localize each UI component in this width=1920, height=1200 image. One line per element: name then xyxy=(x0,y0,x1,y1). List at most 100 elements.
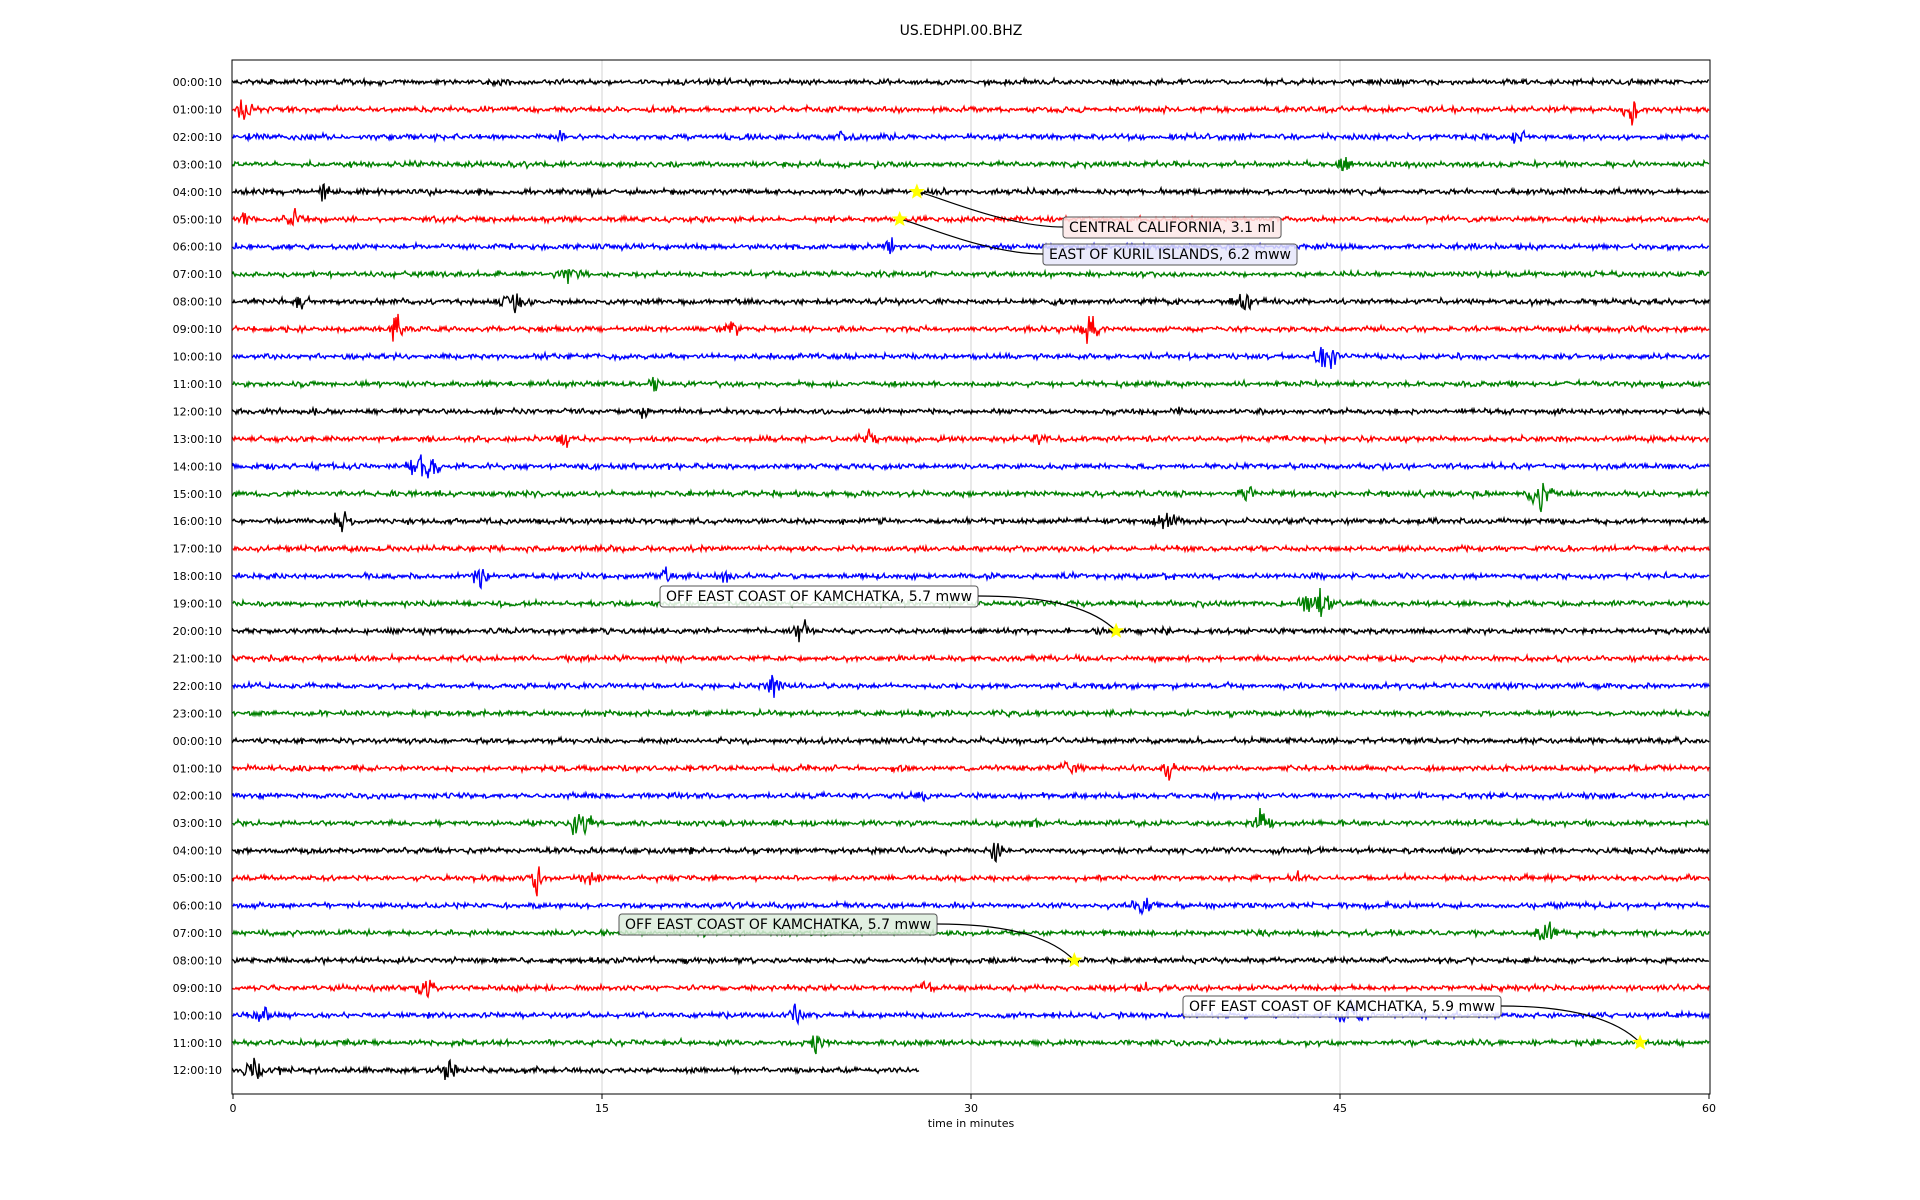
hour-label: 10:00:10 xyxy=(173,351,222,364)
event-connector xyxy=(1501,1005,1641,1044)
seismic-trace xyxy=(232,759,1710,781)
hour-label: 07:00:10 xyxy=(173,268,222,281)
seismic-trace xyxy=(232,182,1710,202)
hour-label: 03:00:10 xyxy=(173,158,222,171)
hour-label: 18:00:10 xyxy=(173,570,222,583)
hour-label: 13:00:10 xyxy=(173,433,222,446)
hour-label: 05:00:10 xyxy=(173,213,222,226)
seismic-trace xyxy=(232,921,1710,941)
seismic-trace xyxy=(232,482,1710,513)
x-tick-label: 45 xyxy=(1333,1102,1347,1115)
seismic-trace xyxy=(232,346,1710,369)
seismic-trace xyxy=(232,268,1710,284)
hour-label: 09:00:10 xyxy=(173,982,222,995)
hour-label: 17:00:10 xyxy=(173,543,222,556)
seismic-trace xyxy=(232,129,1710,144)
hour-label: 00:00:10 xyxy=(173,76,222,89)
seismic-trace xyxy=(232,954,1710,967)
hour-label: 06:00:10 xyxy=(173,900,222,913)
event-label: OFF EAST COAST OF KAMCHATKA, 5.7 mww xyxy=(625,917,931,933)
event-connector xyxy=(899,218,1044,255)
event-annotation: OFF EAST COAST OF KAMCHATKA, 5.7 mww xyxy=(659,585,1125,638)
seismic-trace xyxy=(232,293,1710,314)
seismic-trace xyxy=(232,428,1710,448)
seismic-trace xyxy=(232,157,1710,172)
hour-label: 04:00:10 xyxy=(173,186,222,199)
hour-label: 10:00:10 xyxy=(173,1009,222,1022)
hour-label: 03:00:10 xyxy=(173,817,222,830)
seismic-trace xyxy=(232,652,1710,665)
seismic-trace xyxy=(232,1035,1710,1055)
event-star-marker xyxy=(908,183,925,199)
event-label: EAST OF KURIL ISLANDS, 6.2 mww xyxy=(1049,247,1291,263)
seismic-trace xyxy=(232,808,1709,837)
event-label: CENTRAL CALIFORNIA, 3.1 ml xyxy=(1069,220,1275,236)
event-annotations: CENTRAL CALIFORNIA, 3.1 ml EAST OF KURIL … xyxy=(618,183,1649,1050)
seismic-trace xyxy=(232,979,1710,999)
x-tick-label: 30 xyxy=(964,1102,978,1115)
hour-labels: 00:00:10 01:00:10 02:00:10 03:00:10 04:00:10… xyxy=(173,76,222,1077)
hour-label: 23:00:10 xyxy=(173,707,222,720)
hour-label: 11:00:10 xyxy=(173,378,222,391)
hour-label: 08:00:10 xyxy=(173,296,222,309)
event-star-marker xyxy=(1066,951,1083,968)
x-axis-label: time in minutes xyxy=(928,1117,1015,1130)
event-label: OFF EAST COAST OF KAMCHATKA, 5.7 mww xyxy=(666,589,972,605)
seismic-trace xyxy=(232,566,1710,590)
seismic-trace xyxy=(232,734,1710,748)
x-tick-label: 15 xyxy=(595,1102,609,1115)
hour-label: 20:00:10 xyxy=(173,625,222,638)
hour-label: 07:00:10 xyxy=(173,927,222,940)
seismic-trace xyxy=(232,842,1710,864)
hour-label: 16:00:10 xyxy=(173,515,222,528)
x-axis-ticks: 0 15 30 45 60 xyxy=(230,1094,1716,1115)
hour-label: 11:00:10 xyxy=(173,1037,222,1050)
seismic-trace xyxy=(232,707,1710,720)
hour-label: 09:00:10 xyxy=(173,323,222,336)
seismic-trace xyxy=(232,897,1710,916)
seismic-trace xyxy=(232,674,1710,698)
event-star-marker xyxy=(1108,622,1125,638)
hour-label: 19:00:10 xyxy=(173,598,222,611)
event-star-marker xyxy=(1632,1034,1649,1050)
hour-label: 22:00:10 xyxy=(173,680,222,693)
hour-label: 02:00:10 xyxy=(173,131,222,144)
seismic-trace xyxy=(232,789,1710,803)
hour-label: 04:00:10 xyxy=(173,845,222,858)
seismic-trace xyxy=(232,405,1710,420)
x-tick-label: 60 xyxy=(1702,1102,1716,1115)
x-tick-label: 0 xyxy=(230,1102,237,1115)
hour-label: 14:00:10 xyxy=(173,460,222,473)
seismic-trace xyxy=(232,511,1710,533)
chart-title: US.EDHPI.00.BHZ xyxy=(900,23,1023,39)
event-label: OFF EAST COAST OF KAMCHATKA, 5.9 mww xyxy=(1189,999,1495,1015)
hour-label: 02:00:10 xyxy=(173,790,222,803)
hour-label: 01:00:10 xyxy=(173,103,222,116)
hour-label: 15:00:10 xyxy=(173,488,222,501)
event-connector xyxy=(978,595,1117,632)
seismic-trace xyxy=(232,376,1710,392)
hour-label: 06:00:10 xyxy=(173,241,222,254)
seismic-trace xyxy=(232,619,1710,643)
seismic-trace xyxy=(232,313,1710,344)
hour-label: 00:00:10 xyxy=(173,735,222,748)
seismic-trace xyxy=(232,99,1710,126)
event-annotation: OFF EAST COAST OF KAMCHATKA, 5.7 mww xyxy=(618,913,1083,968)
event-connector xyxy=(937,923,1075,961)
seismic-trace xyxy=(232,454,1710,479)
hour-label: 12:00:10 xyxy=(173,1064,222,1077)
seismic-trace xyxy=(232,1057,920,1080)
hour-label: 01:00:10 xyxy=(173,762,222,775)
seismic-trace xyxy=(232,76,1710,89)
event-annotation: EAST OF KURIL ISLANDS, 6.2 mww xyxy=(891,210,1298,266)
seismic-trace xyxy=(232,237,1710,255)
seismic-trace xyxy=(232,866,1710,897)
event-connector xyxy=(916,191,1064,228)
hour-label: 08:00:10 xyxy=(173,954,222,967)
seismic-trace xyxy=(232,207,1710,227)
event-star-marker xyxy=(891,210,908,227)
hour-label: 21:00:10 xyxy=(173,652,222,665)
seismic-trace xyxy=(232,542,1710,555)
hour-label: 12:00:10 xyxy=(173,405,222,418)
